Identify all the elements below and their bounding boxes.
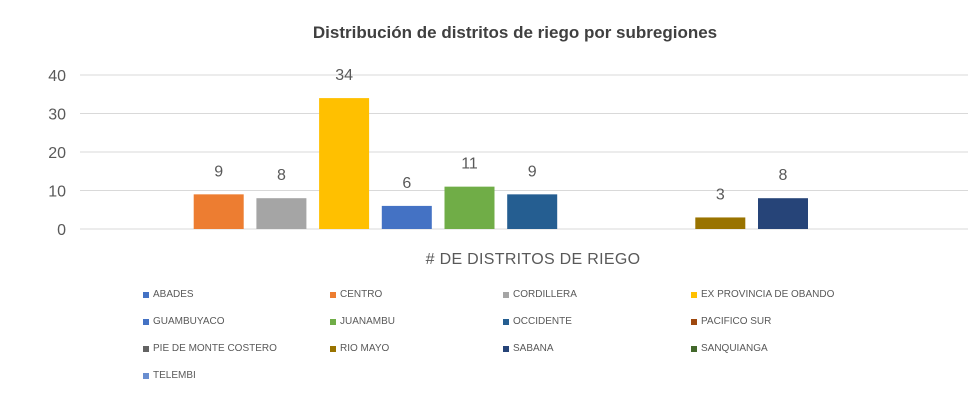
legend-swatch (691, 319, 697, 325)
legend-label: GUAMBUYACO (153, 316, 225, 327)
legend-item: SABANA (503, 342, 691, 355)
legend-item: CENTRO (330, 288, 503, 301)
legend-label: TELEMBI (153, 370, 196, 381)
legend-item: ABADES (143, 288, 330, 301)
data-label: 9 (214, 163, 223, 180)
legend-label: EX PROVINCIA DE OBANDO (701, 289, 834, 300)
data-label: 8 (277, 167, 286, 184)
chart-title: Distribución de distritos de riego por s… (313, 23, 717, 42)
legend-swatch (143, 346, 149, 352)
legend-swatch (330, 346, 336, 352)
legend-swatch (143, 292, 149, 298)
legend-label: PIE DE MONTE COSTERO (153, 343, 277, 354)
bar-occidente (507, 194, 557, 229)
data-label: 8 (779, 167, 788, 184)
bar-ex-provincia-de-obando (319, 98, 369, 229)
legend-swatch (503, 346, 509, 352)
legend-item: JUANAMBU (330, 315, 503, 328)
y-axis-ticks: 0 10 20 30 40 (48, 68, 66, 239)
legend-label: CORDILLERA (513, 289, 577, 300)
bar-sabana (758, 198, 808, 229)
legend-item: EX PROVINCIA DE OBANDO (691, 288, 921, 301)
legend-swatch (691, 292, 697, 298)
legend: ABADES CENTRO CORDILLERA EX PROVINCIA DE OB… (143, 288, 923, 382)
bar-rio-mayo (695, 217, 745, 229)
data-label: 6 (402, 175, 411, 192)
legend-label: JUANAMBU (340, 316, 395, 327)
legend-label: PACIFICO SUR (701, 316, 771, 327)
y-tick-label: 40 (48, 68, 66, 85)
data-label: 9 (528, 163, 537, 180)
legend-swatch (330, 319, 336, 325)
legend-item: GUAMBUYACO (143, 315, 330, 328)
legend-item: PIE DE MONTE COSTERO (143, 342, 330, 355)
legend-swatch (503, 319, 509, 325)
data-labels: 9 8 34 6 11 9 3 8 (214, 67, 787, 203)
x-axis-label: # DE DISTRITOS DE RIEGO (426, 251, 641, 268)
bar-guambuyaco (382, 206, 432, 229)
legend-swatch (143, 373, 149, 379)
legend-label: SANQUIANGA (701, 343, 768, 354)
legend-label: OCCIDENTE (513, 316, 572, 327)
bar-cordillera (256, 198, 306, 229)
y-tick-label: 0 (57, 222, 66, 239)
bars (194, 98, 808, 229)
legend-swatch (330, 292, 336, 298)
data-label: 11 (461, 156, 478, 173)
legend-item: RIO MAYO (330, 342, 503, 355)
legend-swatch (503, 292, 509, 298)
legend-swatch (691, 346, 697, 352)
y-tick-label: 10 (48, 184, 66, 201)
legend-item: OCCIDENTE (503, 315, 691, 328)
legend-item: PACIFICO SUR (691, 315, 921, 328)
legend-item: SANQUIANGA (691, 342, 921, 355)
bar-juanambu (445, 187, 495, 229)
y-tick-label: 20 (48, 145, 66, 162)
legend-swatch (143, 319, 149, 325)
legend-item: TELEMBI (143, 369, 330, 382)
legend-item: CORDILLERA (503, 288, 691, 301)
bar-centro (194, 194, 244, 229)
y-tick-label: 30 (48, 107, 66, 124)
legend-label: SABANA (513, 343, 554, 354)
data-label: 3 (716, 186, 725, 203)
legend-label: ABADES (153, 289, 194, 300)
legend-label: RIO MAYO (340, 343, 389, 354)
data-label: 34 (335, 67, 353, 84)
legend-label: CENTRO (340, 289, 382, 300)
